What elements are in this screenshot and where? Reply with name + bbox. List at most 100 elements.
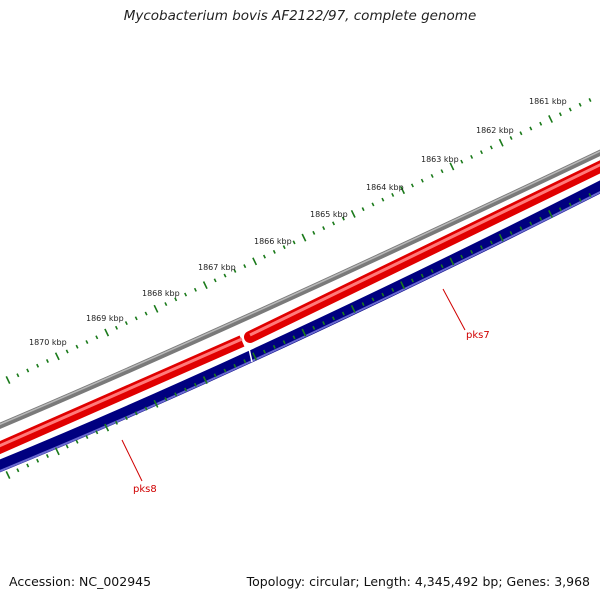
outer-tick bbox=[233, 268, 237, 273]
inner-tick bbox=[85, 435, 89, 440]
outer-tick bbox=[54, 352, 60, 361]
inner-tick bbox=[233, 363, 237, 368]
inner-tick bbox=[202, 376, 208, 385]
kbp-label: 1867 kbp bbox=[198, 263, 236, 272]
outer-tick bbox=[322, 226, 326, 231]
forward-strand-feature-left[interactable] bbox=[0, 335, 245, 455]
outer-tick bbox=[184, 292, 188, 297]
inner-tick bbox=[350, 304, 356, 313]
outer-tick bbox=[115, 325, 119, 330]
inner-tick bbox=[558, 207, 562, 212]
inner-tick bbox=[272, 344, 276, 349]
outer-tick bbox=[262, 254, 266, 259]
outer-tick bbox=[202, 281, 208, 290]
outer-tick bbox=[371, 202, 375, 207]
outer-tick bbox=[489, 145, 493, 150]
inner-tick bbox=[440, 264, 444, 269]
outer-tick bbox=[400, 186, 406, 195]
inner-tick bbox=[301, 328, 307, 337]
outer-tick bbox=[312, 230, 316, 235]
inner-tick bbox=[460, 254, 464, 259]
kbp-label: 1865 kbp bbox=[310, 210, 348, 219]
gene-label-pks8[interactable]: pks8 bbox=[133, 484, 157, 495]
outer-tick bbox=[410, 183, 414, 188]
inner-tick bbox=[115, 420, 119, 425]
outer-tick bbox=[539, 121, 543, 126]
inner-tick bbox=[124, 416, 128, 421]
outer-tick bbox=[5, 376, 11, 384]
kbp-label-group: 1861 kbp 1862 kbp 1863 kbp 1864 kbp 1865 kbp… bbox=[29, 97, 567, 347]
inner-tick bbox=[430, 268, 434, 273]
inner-tick bbox=[519, 226, 523, 231]
outer-tick bbox=[26, 368, 30, 373]
inner-tick bbox=[213, 373, 217, 378]
outer-tick bbox=[16, 373, 20, 378]
outer-tick bbox=[36, 363, 40, 368]
outer-tick bbox=[449, 162, 455, 171]
inner-tick bbox=[292, 335, 296, 340]
kbp-label: 1861 kbp bbox=[529, 97, 567, 106]
outer-tick bbox=[223, 273, 227, 278]
outer-tick bbox=[529, 126, 533, 131]
outer-tick bbox=[509, 135, 513, 140]
inner-tick bbox=[381, 292, 385, 297]
inner-tick bbox=[529, 221, 533, 226]
outer-tick bbox=[558, 112, 562, 117]
kbp-label: 1870 kbp bbox=[29, 338, 67, 347]
outer-tick bbox=[440, 169, 444, 174]
inner-tick bbox=[5, 471, 11, 479]
inner-tick bbox=[243, 359, 247, 364]
outer-tick bbox=[568, 107, 572, 112]
outer-tick bbox=[95, 335, 99, 340]
outer-tick bbox=[519, 131, 523, 136]
inner-tick bbox=[174, 392, 178, 397]
inner-tick bbox=[489, 240, 493, 245]
forward-strand-feature-right[interactable] bbox=[244, 160, 600, 343]
inner-tick bbox=[252, 352, 258, 361]
inner-tick bbox=[391, 287, 395, 292]
reverse-strand-feature[interactable] bbox=[0, 180, 600, 473]
gene-label-pks7[interactable]: pks7 bbox=[466, 330, 490, 341]
genome-summary-text: Topology: circular; Length: 4,345,492 bp… bbox=[246, 574, 590, 589]
outer-tick bbox=[292, 240, 296, 245]
inner-tick bbox=[361, 302, 365, 307]
inner-tick bbox=[45, 454, 49, 458]
outer-tick bbox=[134, 316, 138, 321]
outer-tick bbox=[391, 192, 395, 197]
outer-tick bbox=[213, 278, 217, 283]
inner-tick bbox=[420, 273, 424, 278]
inner-tick bbox=[223, 368, 227, 373]
inner-tick bbox=[498, 233, 504, 242]
outer-tick bbox=[45, 359, 49, 363]
inner-tick bbox=[588, 193, 592, 197]
inner-tick bbox=[134, 411, 138, 416]
outer-tick bbox=[381, 197, 385, 202]
inner-tick bbox=[312, 325, 316, 330]
outer-tick bbox=[282, 245, 286, 250]
outer-tick bbox=[75, 344, 79, 349]
pks7-leader-line bbox=[442, 288, 466, 331]
inner-tick bbox=[341, 311, 345, 316]
outer-tick bbox=[301, 233, 307, 242]
inner-tick bbox=[479, 245, 483, 250]
inner-tick bbox=[548, 210, 553, 218]
outer-tick bbox=[578, 102, 582, 107]
inner-tick bbox=[262, 349, 266, 354]
inner-tick bbox=[144, 406, 148, 411]
inner-tick bbox=[164, 397, 168, 402]
outer-tick bbox=[193, 287, 197, 292]
inner-tick bbox=[36, 458, 40, 463]
inner-tick bbox=[578, 197, 582, 202]
outer-tick bbox=[460, 159, 464, 164]
outer-tick bbox=[588, 98, 592, 102]
map-title: Mycobacterium bovis AF2122/97, complete … bbox=[123, 8, 477, 24]
inner-tick bbox=[539, 216, 543, 221]
accession-text: Accession: NC_002945 bbox=[9, 574, 152, 589]
outer-tick bbox=[174, 297, 178, 302]
outer-tick bbox=[350, 209, 356, 218]
outer-tick bbox=[332, 221, 336, 226]
outer-tick bbox=[430, 173, 434, 178]
inner-tick bbox=[470, 249, 474, 254]
kbp-label: 1863 kbp bbox=[421, 155, 459, 164]
